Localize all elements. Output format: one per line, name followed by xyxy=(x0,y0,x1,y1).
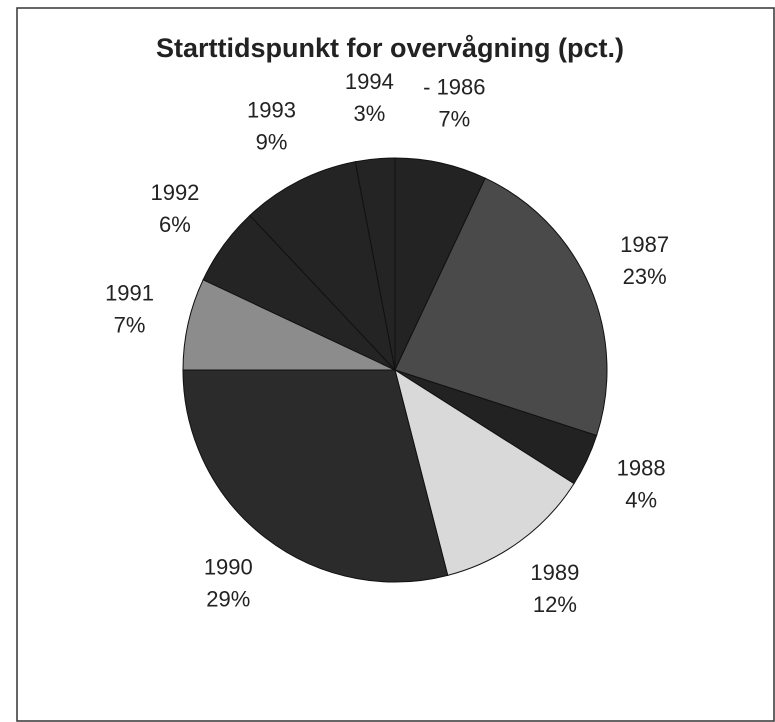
pie-slice xyxy=(354,157,396,371)
slice-label: 1994 xyxy=(345,69,394,94)
pie-slice xyxy=(394,177,608,437)
slice-label: 1989 xyxy=(530,560,579,585)
pie-slice xyxy=(394,368,575,576)
slice-value-label: 7% xyxy=(438,106,470,131)
slice-value-label: 3% xyxy=(354,101,386,126)
pie-slice xyxy=(249,161,396,372)
chart-title: Starttidspunkt for overvågning (pct.) xyxy=(156,33,624,63)
slice-label: 1992 xyxy=(150,180,199,205)
slice-value-label: 6% xyxy=(159,212,191,237)
slice-label: 1987 xyxy=(620,232,669,257)
slice-label: 1990 xyxy=(204,555,253,580)
slice-value-label: 23% xyxy=(623,264,667,289)
pie-slice xyxy=(182,369,449,583)
slice-label: - 1986 xyxy=(423,74,485,99)
slice-value-label: 7% xyxy=(114,312,146,337)
slice-label: 1988 xyxy=(617,456,666,481)
slice-value-label: 9% xyxy=(256,129,288,154)
slice-value-label: 12% xyxy=(533,592,577,617)
slice-value-label: 4% xyxy=(625,488,657,513)
slice-label: 1991 xyxy=(105,280,154,305)
slice-label: 1993 xyxy=(247,97,296,122)
slice-value-label: 29% xyxy=(206,587,250,612)
